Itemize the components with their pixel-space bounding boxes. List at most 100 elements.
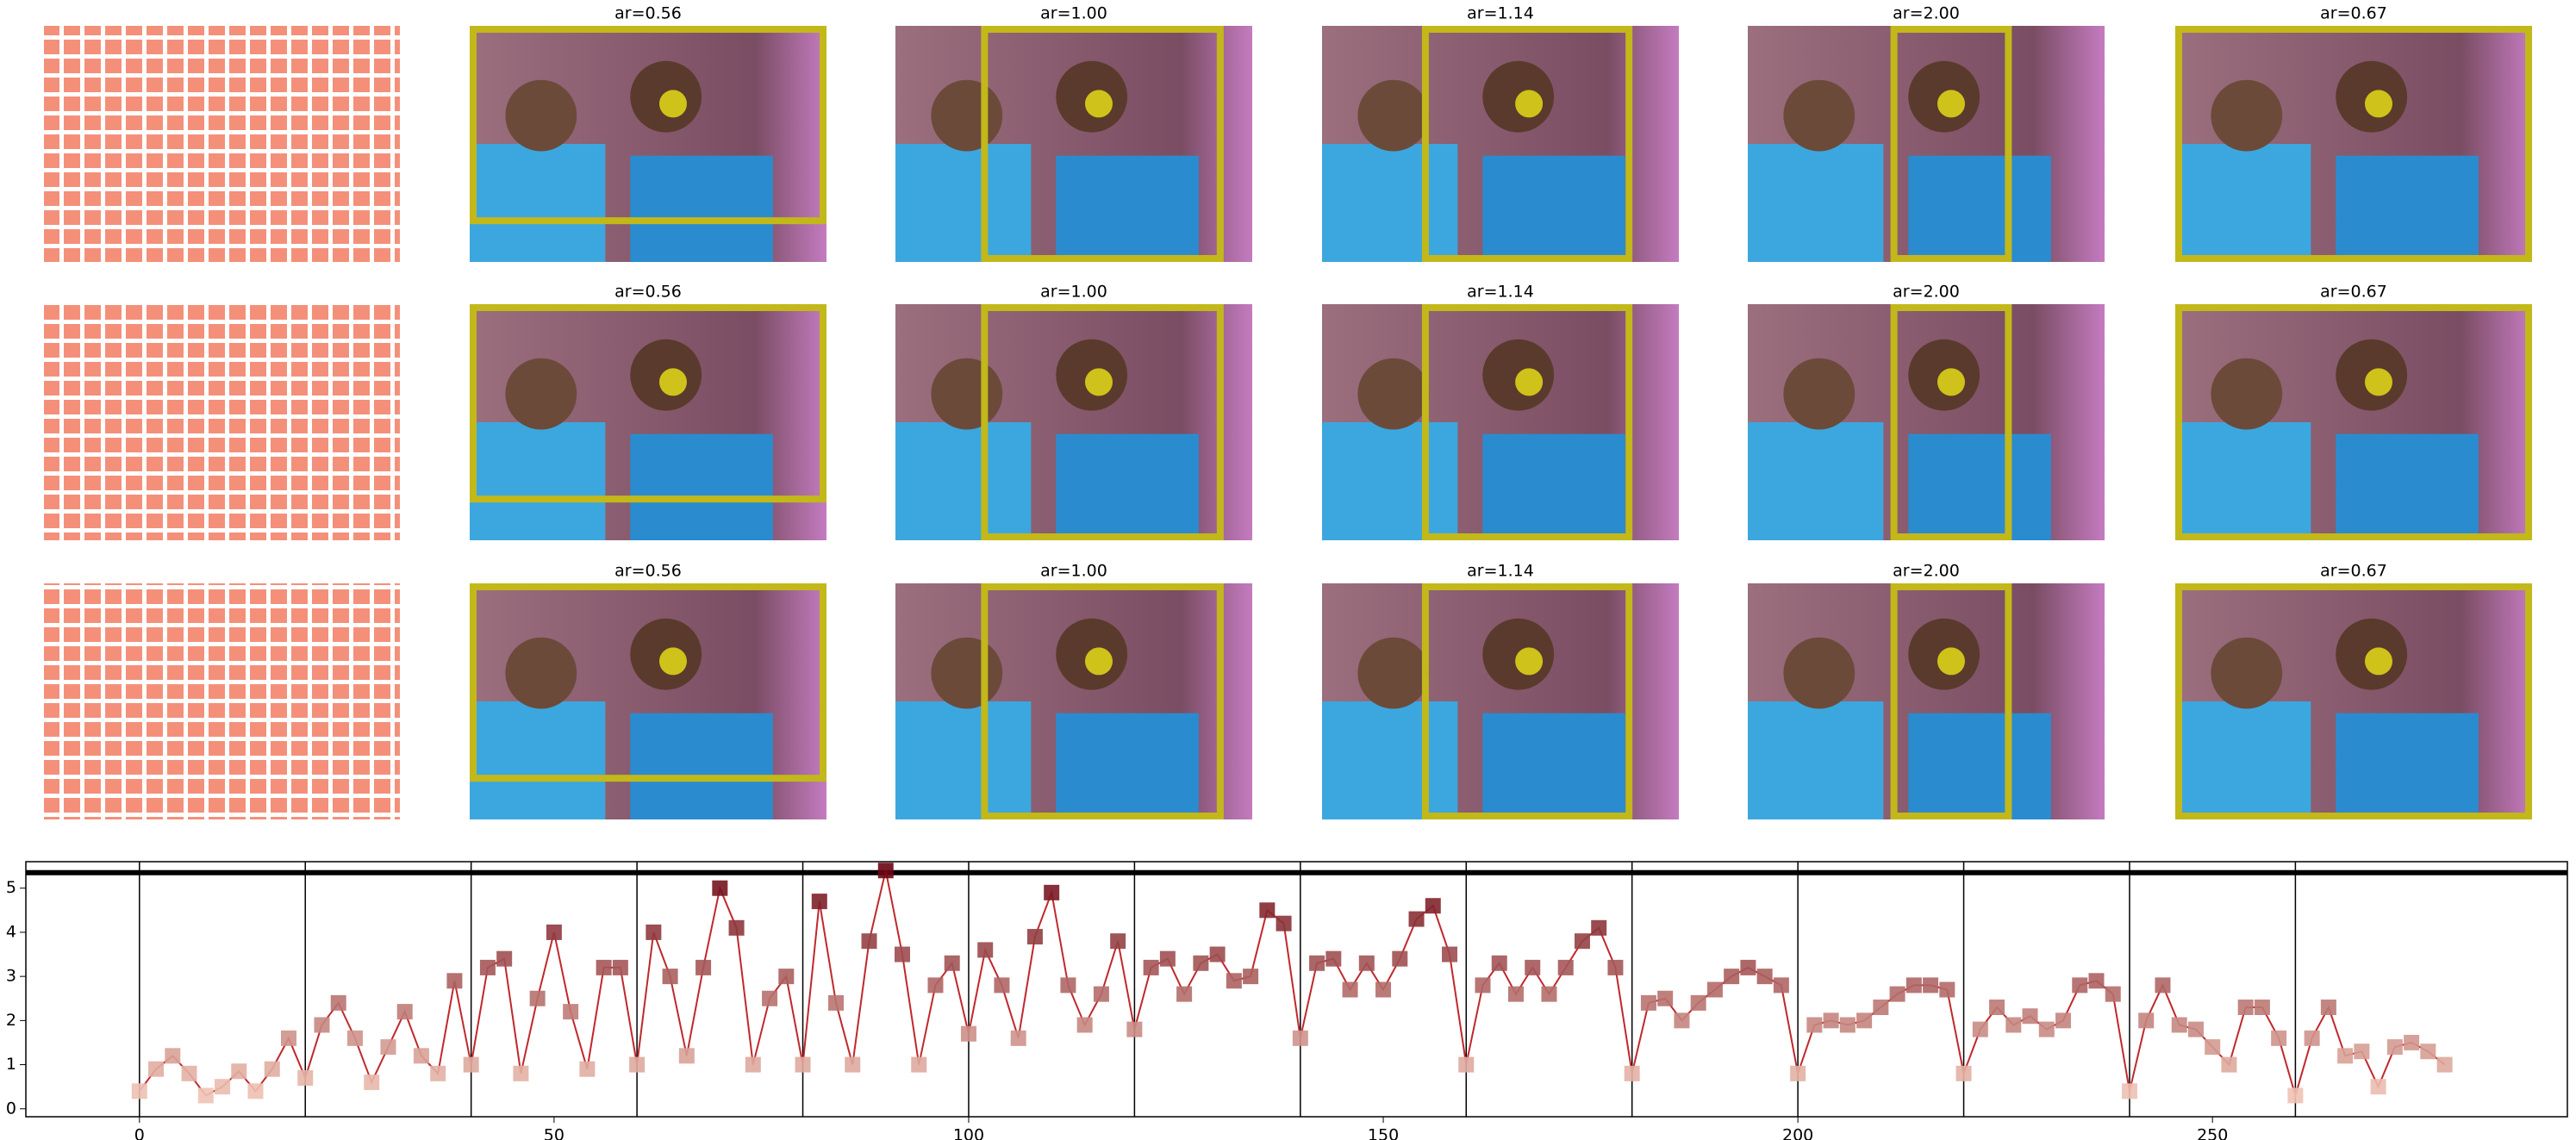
head-left [505,358,577,430]
person-right [630,433,773,540]
marker [1541,986,1557,1002]
marker [1756,969,1773,985]
x-tick-label: 150 [1368,1126,1399,1140]
panel-title: ar=0.56 [614,283,682,302]
marker [1790,1065,1806,1081]
marker [181,1065,197,1081]
marker [2205,1039,2221,1056]
person-left [2175,701,2311,819]
marker [1724,969,1740,985]
marker [479,959,496,975]
marker [596,959,612,975]
marker [612,959,628,975]
marker [231,1063,247,1080]
person-left [470,701,606,819]
marker [2121,1083,2137,1100]
marker [1358,955,1375,971]
marker [1624,1065,1640,1081]
crop-box [2175,583,2532,819]
person-left [2175,422,2311,540]
marker [1690,994,1706,1011]
person-right [1482,433,1625,540]
person-left [470,422,606,540]
marker [297,1069,314,1086]
person-left [470,144,606,262]
marker [2155,977,2171,994]
marker [1706,981,1723,998]
marker [2337,1048,2354,1064]
marker [513,1065,529,1081]
marker [1856,1012,1873,1029]
marker [2404,1034,2420,1050]
marker [629,1056,646,1073]
person-right [2336,155,2479,262]
person-left [1748,144,1884,262]
marker [977,942,994,958]
crop-box [1890,583,2012,819]
marker [2022,1008,2038,1025]
marker [1607,959,1624,975]
marker [380,1039,396,1056]
marker [131,1083,147,1100]
marker [215,1079,231,1095]
person-right [1482,155,1625,262]
marker [2271,1030,2287,1046]
head-left [931,79,1003,152]
marker [463,1056,479,1073]
marker [1740,959,1756,975]
marker [960,1025,976,1042]
person-right [1908,155,2051,262]
crop-box [1421,583,1633,819]
panel-title: ar=1.00 [1040,283,1107,302]
focus-dot [1084,90,1113,118]
panel-title: ar=1.00 [1040,4,1107,23]
marker [1126,1021,1143,1037]
marker [579,1061,596,1077]
marker [2370,1079,2386,1095]
marker [1839,1017,1856,1033]
crop-box [1890,26,2012,262]
marker [1342,981,1358,998]
panel-title: ar=1.00 [1040,562,1107,581]
panel-title: ar=2.00 [1893,562,1960,581]
marker [1093,986,1109,1002]
marker [1674,1012,1690,1029]
marker [1226,973,1242,989]
marker [745,1056,761,1073]
marker [1209,946,1226,962]
marker [2038,1021,2055,1037]
marker [695,959,712,975]
marker [678,1048,695,1064]
marker [1392,950,1408,967]
marker [2005,1017,2022,1033]
focus-dot [1937,647,1965,676]
head-left [2211,358,2283,430]
marker [2072,977,2088,994]
marker [778,969,795,985]
crop-box [470,304,826,503]
marker [2221,1056,2237,1073]
marker [994,977,1010,994]
marker [1574,933,1590,950]
crop-box [470,26,826,225]
marker [1657,990,1674,1006]
marker [1060,977,1076,994]
marker [1591,919,1607,936]
marker [1309,955,1325,971]
marker [2354,1043,2370,1060]
person-right [2336,713,2479,819]
crop-box [2175,304,2532,540]
head-left [2211,79,2283,152]
person-right [1908,433,2051,540]
y-tick-label: 2 [6,1011,16,1030]
marker [1425,898,1441,914]
marker [2304,1030,2320,1046]
panel-title: ar=2.00 [1893,4,1960,23]
x-tick-label: 0 [134,1126,145,1140]
marker [2105,986,2121,1002]
marker [1193,955,1209,971]
marker [1939,981,1955,998]
marker [1408,911,1425,927]
marker [811,894,827,910]
